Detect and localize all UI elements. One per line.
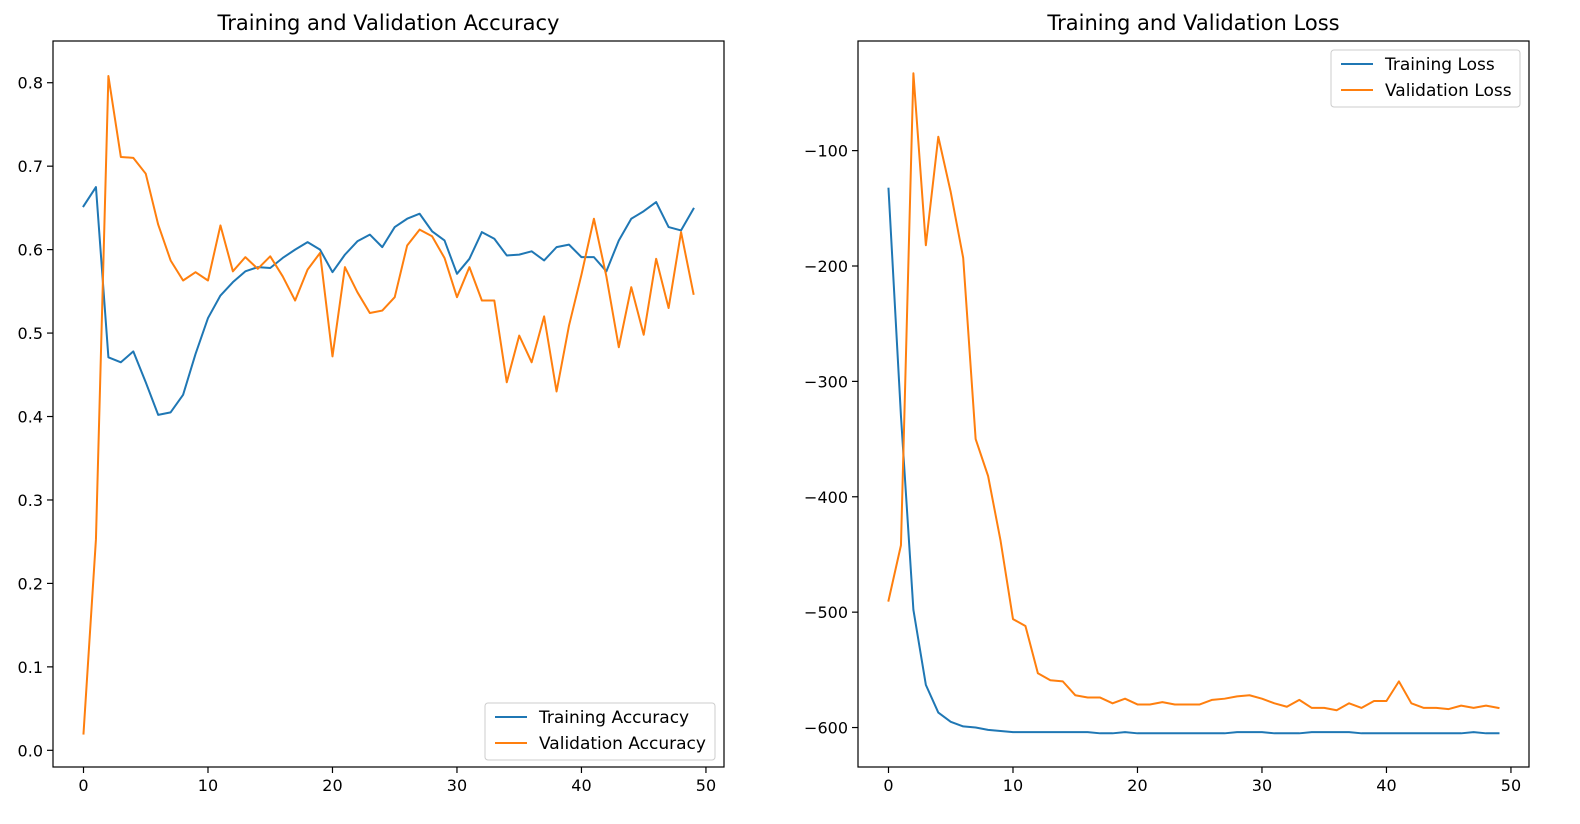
y-tick-label: −600 xyxy=(804,719,848,738)
y-tick-label: −200 xyxy=(804,257,848,276)
legend-label-2: Validation Accuracy xyxy=(539,734,706,754)
legend-box xyxy=(1330,49,1521,108)
x-tick-label: 40 xyxy=(1376,776,1396,795)
series-line-2 xyxy=(887,72,1500,712)
x-tick-label: 0 xyxy=(78,776,88,795)
y-tick-label: 0.7 xyxy=(18,157,43,176)
y-tick-label: −100 xyxy=(804,142,848,161)
series-line-2 xyxy=(82,75,695,735)
y-tick-label: 0.6 xyxy=(18,241,43,260)
legend-label-1: Training Accuracy xyxy=(538,708,689,728)
legend-label-1: Training Loss xyxy=(1384,55,1495,75)
y-tick-label: −400 xyxy=(804,488,848,507)
y-tick-label: 0.5 xyxy=(18,324,43,343)
x-tick-label: 50 xyxy=(1501,776,1521,795)
y-tick-label: −500 xyxy=(804,603,848,622)
x-tick-label: 30 xyxy=(447,776,467,795)
plot-frame xyxy=(52,40,725,768)
chart-title: Training and Validation Accuracy xyxy=(217,11,560,35)
legend-box xyxy=(484,702,716,761)
x-tick-label: 20 xyxy=(322,776,342,795)
x-tick-label: 10 xyxy=(1003,776,1023,795)
x-tick-label: 0 xyxy=(883,776,893,795)
y-tick-label: 0.2 xyxy=(18,574,43,593)
chart-2: Training and Validation Loss 0 10 20 30 40 50 −… xyxy=(804,11,1530,795)
y-tick-label: 0.4 xyxy=(18,408,43,427)
x-tick-label: 40 xyxy=(571,776,591,795)
y-tick-label: 0.8 xyxy=(18,74,43,93)
chart-title: Training and Validation Loss xyxy=(1046,11,1339,35)
x-tick-label: 30 xyxy=(1252,776,1272,795)
legend: Training Accuracy Validation Accuracy xyxy=(484,702,716,761)
legend: Training Loss Validation Loss xyxy=(1330,49,1521,108)
series-line-1 xyxy=(82,186,695,416)
y-tick-label: 0.3 xyxy=(18,491,43,510)
y-tick-label: −300 xyxy=(804,372,848,391)
series-line-1 xyxy=(887,187,1500,735)
x-tick-label: 50 xyxy=(696,776,716,795)
x-tick-label: 20 xyxy=(1127,776,1147,795)
plot-frame xyxy=(857,40,1530,768)
legend-label-2: Validation Loss xyxy=(1385,81,1512,101)
x-tick-label: 10 xyxy=(198,776,218,795)
chart-1: Training and Validation Accuracy 0 10 20 30 4… xyxy=(18,11,725,795)
y-tick-label: 0.1 xyxy=(18,658,43,677)
y-tick-label: 0.0 xyxy=(18,741,43,760)
